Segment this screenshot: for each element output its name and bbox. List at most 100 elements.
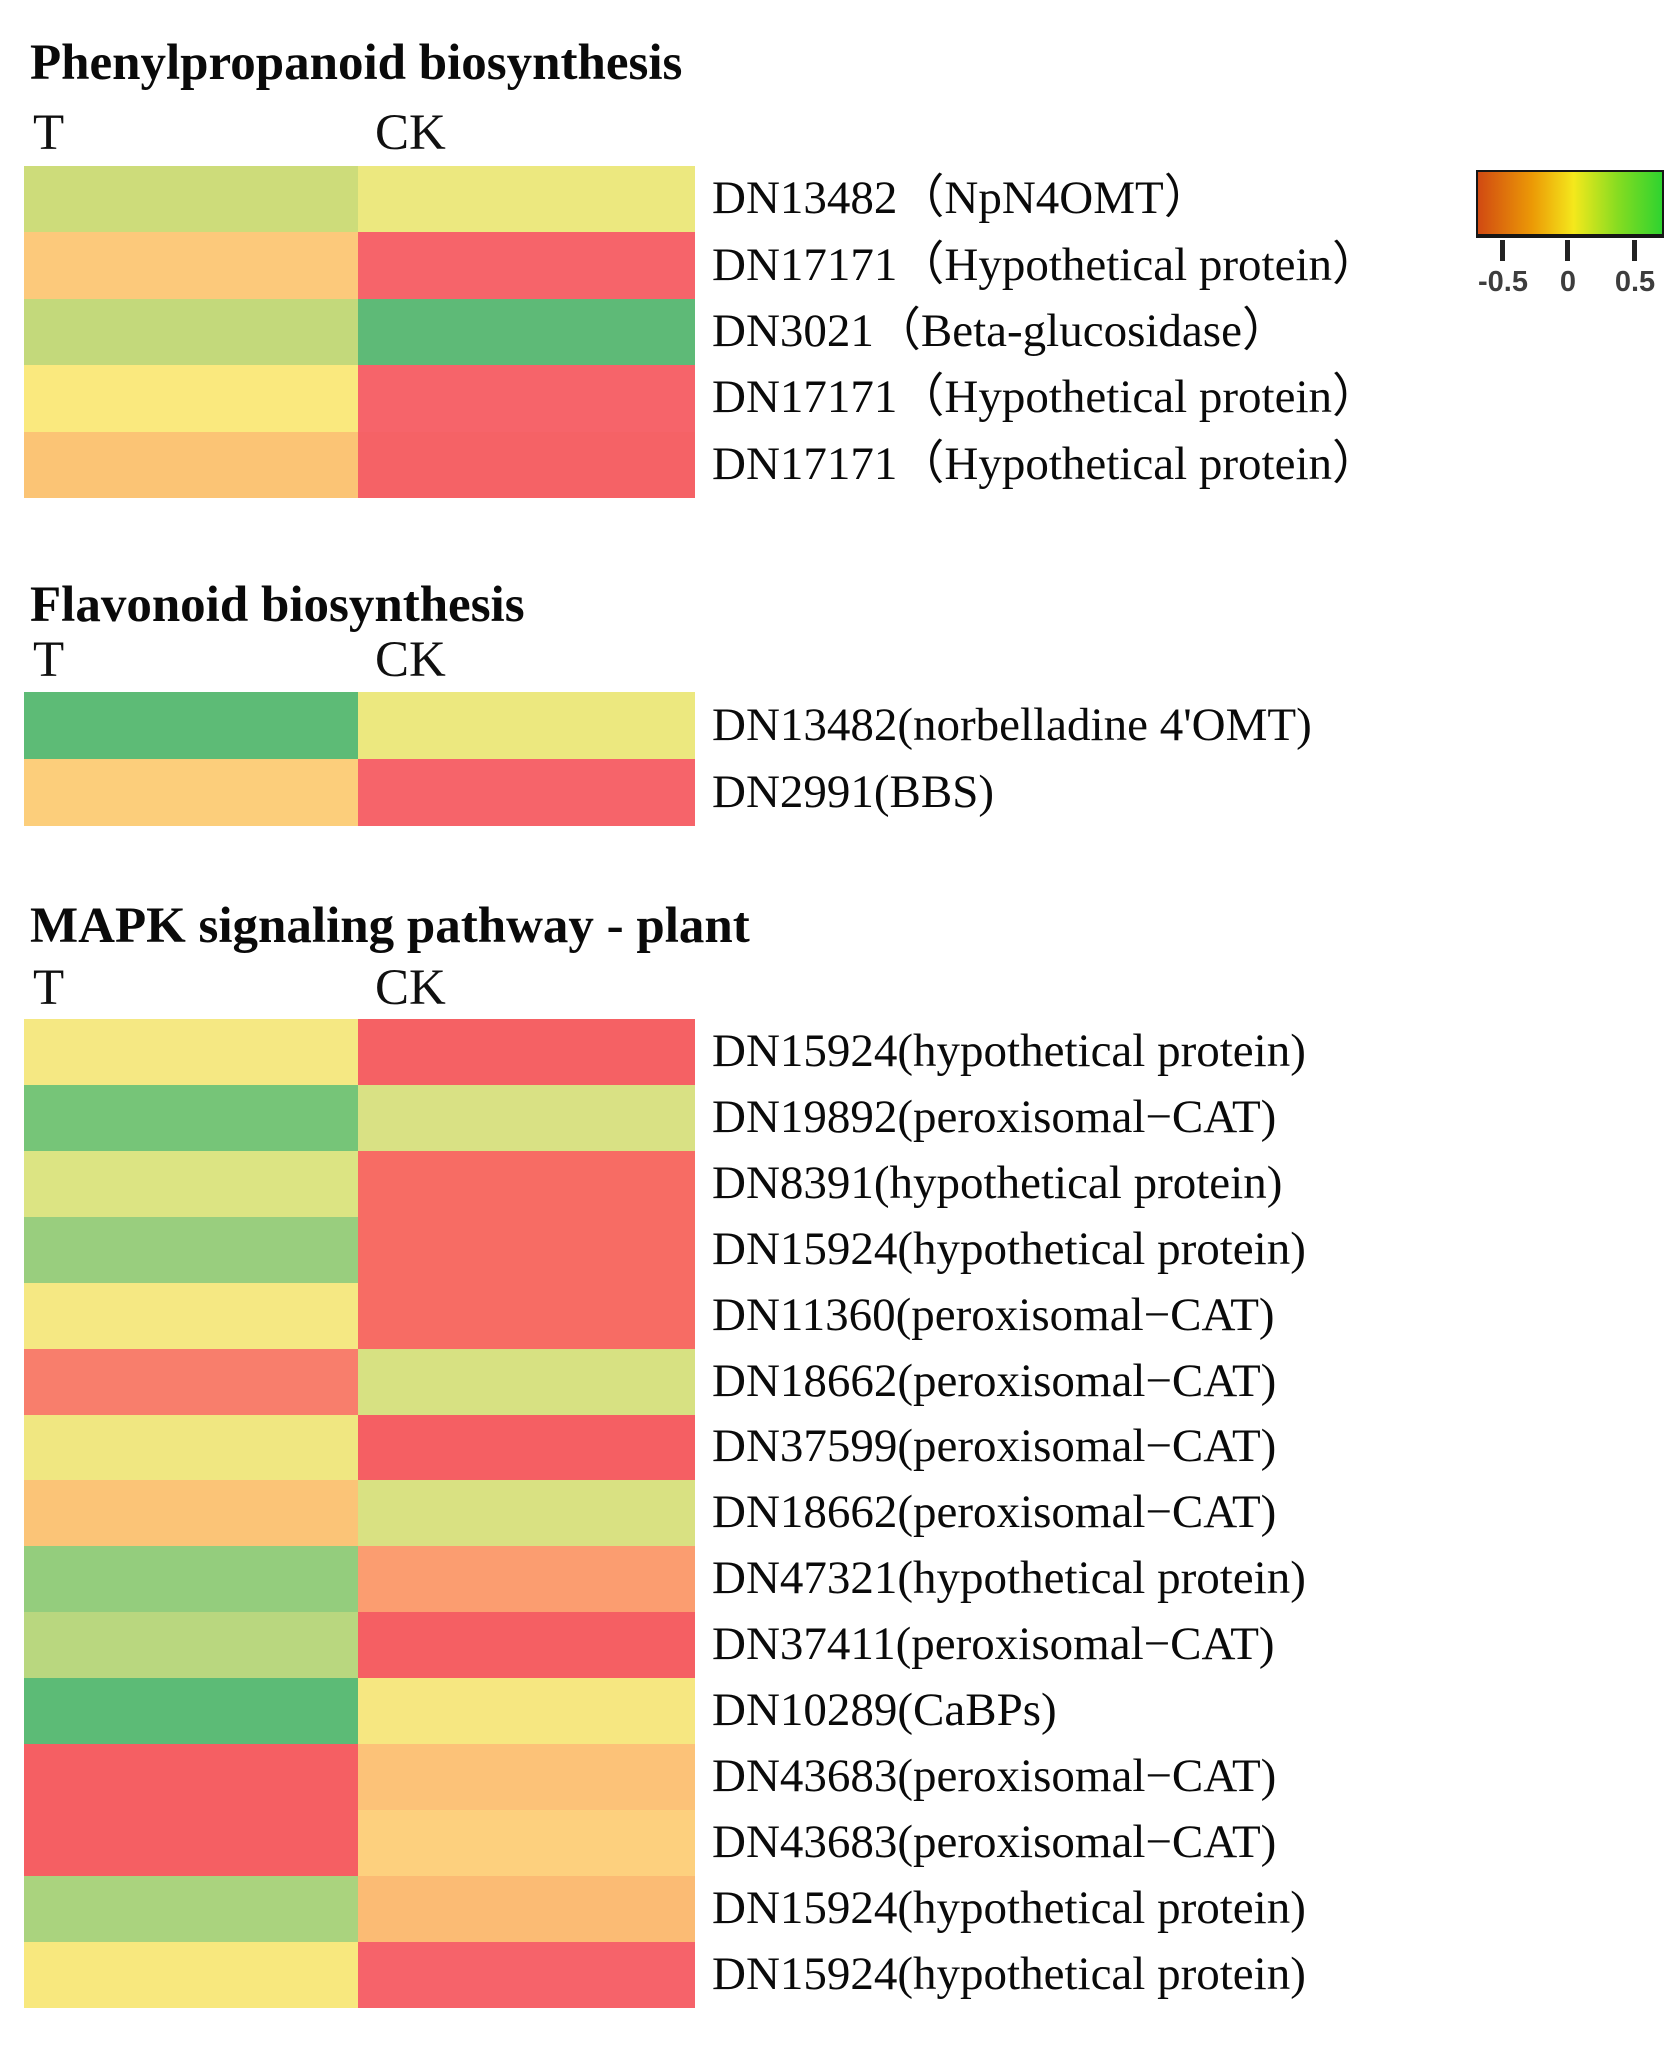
gene-label: DN37411(peroxisomal−CAT): [712, 1618, 1275, 1671]
column-header-CK: CK: [375, 105, 446, 161]
heatmap-row: DN2991(BBS): [24, 759, 1674, 826]
heatmap-cell-CK: [358, 1480, 695, 1547]
heatmap-row: DN11360(peroxisomal−CAT): [24, 1282, 1674, 1349]
heatmap-cell-T: [24, 1678, 358, 1745]
heatmap-cell-T: [24, 1019, 358, 1085]
heatmap-cell-CK: [358, 1810, 695, 1876]
heatmap-cell-CK: [358, 1875, 695, 1942]
heatmap-cell-T: [24, 1546, 358, 1613]
gene-label: DN8391(hypothetical protein): [712, 1156, 1283, 1209]
heatmap-cell-T: [24, 298, 358, 366]
heatmap-cell-CK: [358, 1019, 695, 1085]
heatmap-cell-CK: [358, 365, 695, 432]
heatmap-row: DN18662(peroxisomal−CAT): [24, 1348, 1674, 1415]
heatmap-cell-T: [24, 1744, 358, 1811]
heatmap-row: DN3021（Beta-glucosidase）: [24, 298, 1674, 366]
pathway-title: Flavonoid biosynthesis: [30, 577, 525, 633]
colorbar-gradient: [1476, 170, 1664, 238]
gene-label: DN17171（Hypothetical protein）: [712, 238, 1380, 291]
colorbar-tick-label-mid: 0: [1559, 266, 1577, 298]
pathway-title: MAPK signaling pathway - plant: [30, 898, 750, 954]
heatmap-row: DN18662(peroxisomal−CAT): [24, 1480, 1674, 1547]
heatmap-cell-T: [24, 1348, 358, 1415]
heatmap-row: DN43683(peroxisomal−CAT): [24, 1810, 1674, 1876]
gene-label: DN43683(peroxisomal−CAT): [712, 1816, 1277, 1869]
heatmap-row: DN17171（Hypothetical protein）: [24, 431, 1674, 498]
gene-label: DN11360(peroxisomal−CAT): [712, 1288, 1275, 1341]
heatmap-cell-T: [24, 1414, 358, 1481]
heatmap-cell-CK: [358, 1744, 695, 1811]
gene-label: DN18662(peroxisomal−CAT): [712, 1486, 1277, 1539]
column-header-CK: CK: [375, 632, 446, 688]
colorbar-tick-label-high: 0.5: [1614, 266, 1656, 298]
gene-label: DN3021（Beta-glucosidase）: [712, 305, 1289, 358]
heatmap-cell-CK: [358, 1348, 695, 1415]
heatmap-cell-CK: [358, 1546, 695, 1613]
colorbar-tick-low: [1500, 240, 1505, 261]
gene-label: DN15924(hypothetical protein): [712, 1948, 1306, 2001]
heatmap-row: DN37599(peroxisomal−CAT): [24, 1414, 1674, 1481]
gene-label: DN15924(hypothetical protein): [712, 1222, 1306, 1275]
heatmap-row: DN17171（Hypothetical protein）: [24, 365, 1674, 432]
heatmap-cell-T: [24, 1612, 358, 1679]
heatmap-cell-CK: [358, 1414, 695, 1481]
heatmap-cell-CK: [358, 1216, 695, 1283]
heatmap-row: DN19892(peroxisomal−CAT): [24, 1084, 1674, 1151]
gene-label: DN18662(peroxisomal−CAT): [712, 1354, 1277, 1407]
heatmap-cell-CK: [358, 1678, 695, 1745]
heatmap-cell-T: [24, 1480, 358, 1547]
heatmap-cell-T: [24, 365, 358, 432]
gene-label: DN43683(peroxisomal−CAT): [712, 1750, 1277, 1803]
heatmap-row: DN13482(norbelladine 4'OMT): [24, 692, 1674, 759]
heatmap-row: DN8391(hypothetical protein): [24, 1150, 1674, 1217]
heatmap-grid: DN13482(norbelladine 4'OMT) DN2991(BBS): [24, 692, 1674, 826]
pathway-title: Phenylpropanoid biosynthesis: [30, 35, 683, 91]
colorbar-tick-mid: [1565, 240, 1570, 261]
heatmap-cell-T: [24, 232, 358, 299]
heatmap-cell-CK: [358, 1941, 695, 2008]
heatmap-cell-CK: [358, 1084, 695, 1151]
gene-label: DN13482（NpN4OMT）: [712, 172, 1211, 225]
heatmap-cell-T: [24, 431, 358, 498]
gene-label: DN15924(hypothetical protein): [712, 1025, 1306, 1078]
column-header-CK: CK: [375, 960, 446, 1016]
column-header-T: T: [33, 960, 65, 1016]
heatmap-cell-CK: [358, 1282, 695, 1349]
colorbar-legend: -0.5 0 0.5: [1476, 170, 1676, 310]
heatmap-row: DN15924(hypothetical protein): [24, 1875, 1674, 1942]
heatmap-cell-T: [24, 692, 358, 759]
heatmap-row: DN37411(peroxisomal−CAT): [24, 1612, 1674, 1679]
column-header-T: T: [33, 105, 65, 161]
heatmap-grid: DN13482（NpN4OMT） DN17171（Hypothetical pr…: [24, 166, 1674, 498]
gene-label: DN17171（Hypothetical protein）: [712, 437, 1380, 490]
gene-label: DN2991(BBS): [712, 765, 995, 818]
heatmap-cell-T: [24, 1941, 358, 2008]
heatmap-cell-T: [24, 1875, 358, 1942]
heatmap-row: DN10289(CaBPs): [24, 1678, 1674, 1745]
heatmap-cell-T: [24, 1810, 358, 1876]
colorbar-tick-high: [1632, 240, 1637, 261]
heatmap-cell-CK: [358, 232, 695, 299]
heatmap-grid: DN15924(hypothetical protein) DN19892(pe…: [24, 1019, 1674, 2008]
heatmap-cell-CK: [358, 1150, 695, 1217]
gene-label: DN47321(hypothetical protein): [712, 1552, 1306, 1605]
gene-label: DN17171（Hypothetical protein）: [712, 371, 1380, 424]
gene-label: DN19892(peroxisomal−CAT): [712, 1091, 1277, 1144]
heatmap-row: DN17171（Hypothetical protein）: [24, 232, 1674, 299]
gene-label: DN10289(CaBPs): [712, 1684, 1057, 1737]
heatmap-row: DN15924(hypothetical protein): [24, 1216, 1674, 1283]
heatmap-row: DN15924(hypothetical protein): [24, 1941, 1674, 2008]
heatmap-cell-CK: [358, 166, 695, 233]
column-header-T: T: [33, 632, 65, 688]
gene-label: DN13482(norbelladine 4'OMT): [712, 698, 1312, 751]
gene-label: DN15924(hypothetical protein): [712, 1882, 1306, 1935]
heatmap-cell-CK: [358, 298, 695, 366]
heatmap-row: DN15924(hypothetical protein): [24, 1019, 1674, 1085]
heatmap-cell-CK: [358, 431, 695, 498]
gene-label: DN37599(peroxisomal−CAT): [712, 1420, 1277, 1473]
heatmap-cell-CK: [358, 1612, 695, 1679]
